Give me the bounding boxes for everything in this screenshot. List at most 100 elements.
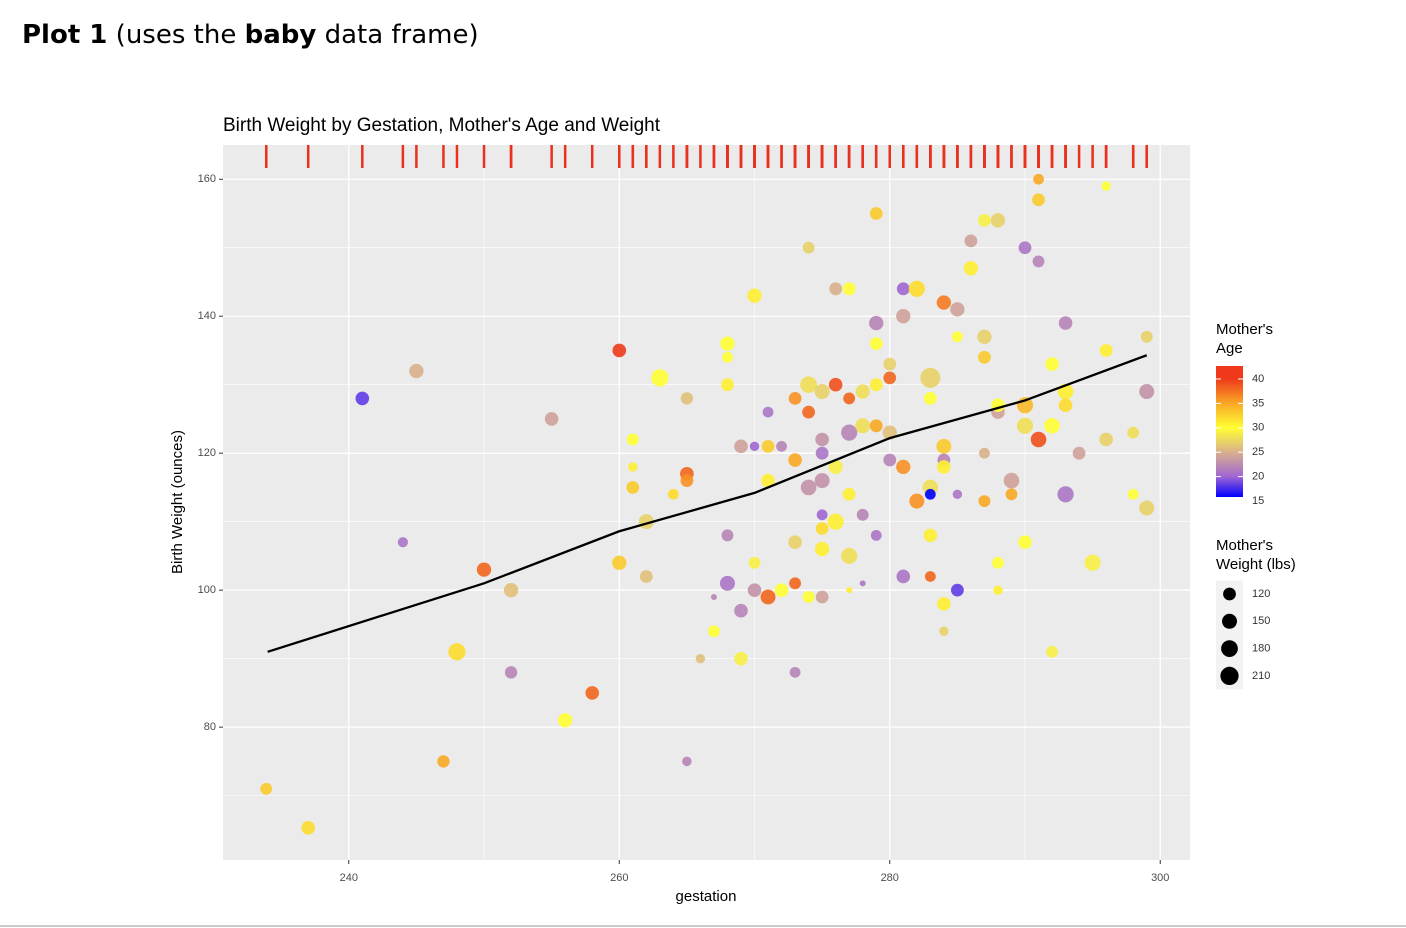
legend-dot: [1223, 587, 1236, 601]
point: [747, 288, 762, 303]
point: [815, 522, 829, 535]
point: [977, 329, 992, 344]
point: [923, 528, 938, 543]
point: [301, 821, 316, 835]
point: [1058, 316, 1073, 330]
point: [628, 462, 638, 472]
point: [883, 371, 897, 385]
heading: Plot 1 (uses the baby data frame): [22, 20, 479, 50]
point: [1030, 431, 1047, 448]
point: [952, 489, 963, 499]
point: [476, 562, 492, 577]
y-tick-label: 160: [198, 173, 216, 185]
point: [920, 367, 941, 388]
point: [680, 474, 694, 487]
point: [978, 213, 991, 227]
point: [814, 384, 830, 400]
point: [680, 392, 694, 405]
point: [734, 439, 748, 454]
point: [814, 541, 830, 557]
point: [639, 570, 653, 583]
heading-bold: baby: [244, 20, 317, 50]
point: [448, 643, 466, 661]
point: [855, 418, 871, 434]
point: [869, 207, 883, 220]
point: [1032, 255, 1045, 268]
point: [260, 782, 273, 795]
point: [979, 447, 990, 459]
point: [859, 580, 866, 587]
point: [1139, 384, 1155, 400]
y-tick-label: 80: [204, 721, 216, 733]
point: [842, 487, 856, 501]
point: [1084, 554, 1101, 571]
point: [800, 376, 817, 394]
point: [856, 508, 869, 521]
colorbar: [1216, 366, 1243, 497]
x-axis-title: gestation: [676, 888, 737, 905]
point: [1140, 330, 1153, 343]
point: [950, 583, 964, 597]
point: [788, 535, 802, 550]
point: [776, 440, 787, 452]
point: [1101, 181, 1111, 191]
colorbar-label: 25: [1252, 446, 1264, 458]
point: [978, 350, 991, 364]
point: [1127, 426, 1140, 439]
point: [924, 488, 936, 500]
point: [721, 529, 734, 542]
point: [896, 459, 911, 475]
legend-label: 180: [1252, 643, 1270, 655]
point: [990, 213, 1006, 228]
point: [1046, 645, 1058, 658]
y-tick-label: 140: [198, 310, 216, 322]
point: [789, 577, 802, 590]
point: [992, 556, 1004, 569]
point: [437, 755, 450, 768]
point: [710, 594, 717, 601]
colorbar-label: 35: [1252, 397, 1264, 409]
legend-dot: [1220, 666, 1239, 686]
point: [936, 438, 952, 454]
point: [1045, 357, 1059, 371]
point: [842, 282, 856, 296]
point: [721, 378, 734, 392]
point: [993, 585, 1003, 595]
point: [1057, 486, 1074, 503]
point: [1139, 500, 1155, 516]
legend-label: 120: [1252, 588, 1270, 600]
point: [802, 241, 815, 254]
point: [695, 653, 706, 664]
point: [719, 575, 735, 591]
point: [762, 406, 774, 418]
point: [827, 513, 844, 530]
x-tick-label: 280: [881, 872, 899, 884]
point: [815, 446, 829, 460]
point: [924, 571, 936, 582]
heading-bold: Plot 1: [22, 20, 108, 50]
point: [626, 481, 640, 494]
point: [909, 493, 925, 509]
legend-title: Weight (lbs): [1216, 556, 1296, 573]
point: [841, 547, 858, 565]
point: [788, 392, 802, 405]
point: [829, 282, 843, 296]
point: [612, 343, 627, 358]
point: [409, 363, 424, 379]
point: [707, 625, 720, 638]
point: [734, 651, 748, 666]
point: [963, 261, 979, 276]
point: [883, 453, 897, 467]
point: [544, 412, 559, 426]
point: [828, 459, 843, 475]
point: [626, 433, 639, 446]
point: [682, 756, 692, 767]
point: [1058, 398, 1073, 413]
point: [585, 686, 600, 700]
y-axis-title: Birth Weight (ounces): [169, 430, 186, 574]
point: [939, 626, 949, 636]
point: [651, 369, 669, 387]
point: [828, 377, 843, 392]
point: [1016, 417, 1034, 434]
